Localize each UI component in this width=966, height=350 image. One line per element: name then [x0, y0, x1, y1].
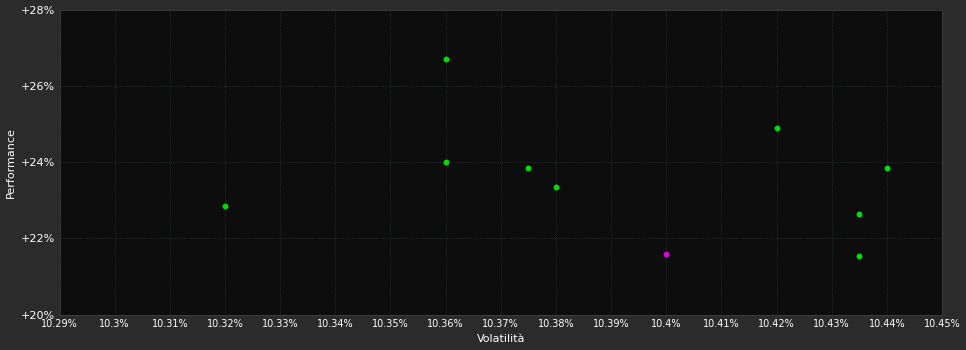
- Y-axis label: Performance: Performance: [6, 127, 15, 198]
- Point: [852, 211, 867, 216]
- X-axis label: Volatilità: Volatilità: [476, 335, 526, 344]
- Point: [438, 56, 453, 62]
- Point: [549, 184, 564, 190]
- Point: [438, 159, 453, 165]
- Point: [217, 203, 233, 209]
- Point: [769, 125, 784, 131]
- Point: [659, 251, 674, 257]
- Point: [879, 165, 895, 171]
- Point: [852, 253, 867, 258]
- Point: [521, 165, 536, 171]
